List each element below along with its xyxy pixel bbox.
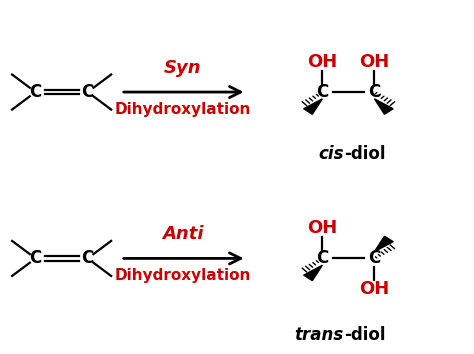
Text: C: C — [316, 250, 328, 267]
Text: C: C — [82, 250, 94, 267]
Text: -diol: -diol — [344, 145, 385, 163]
Text: C: C — [316, 83, 328, 101]
Text: -diol: -diol — [344, 326, 385, 343]
Text: OH: OH — [359, 280, 390, 298]
Text: OH: OH — [359, 53, 390, 71]
Text: Dihydroxylation: Dihydroxylation — [114, 268, 251, 283]
Text: OH: OH — [307, 219, 337, 237]
Polygon shape — [374, 99, 393, 114]
Text: Anti: Anti — [162, 225, 203, 243]
Text: C: C — [29, 83, 42, 101]
Text: C: C — [368, 250, 381, 267]
Text: Dihydroxylation: Dihydroxylation — [114, 102, 251, 116]
Text: Syn: Syn — [164, 59, 201, 77]
Text: trans: trans — [294, 326, 344, 343]
Text: cis: cis — [318, 145, 344, 163]
Polygon shape — [304, 265, 322, 281]
Text: C: C — [82, 83, 94, 101]
Polygon shape — [304, 99, 322, 114]
Text: C: C — [29, 250, 42, 267]
Polygon shape — [374, 236, 393, 252]
Text: OH: OH — [307, 53, 337, 71]
Text: C: C — [368, 83, 381, 101]
